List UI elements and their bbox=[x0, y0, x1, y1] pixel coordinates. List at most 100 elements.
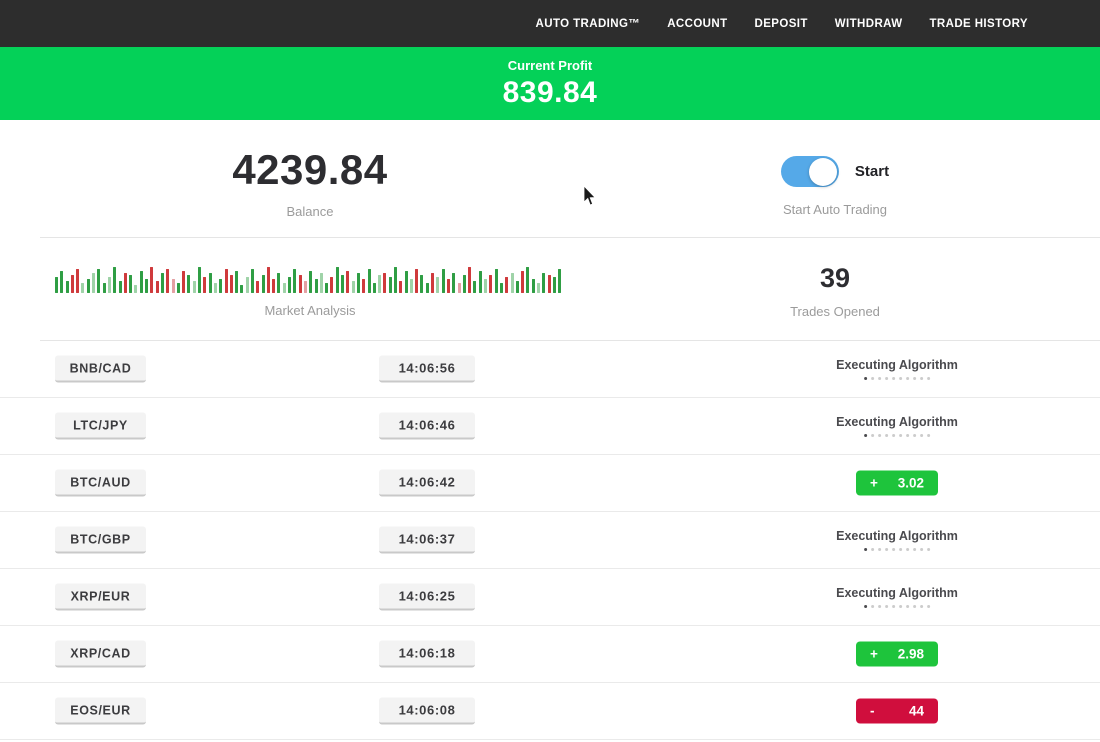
candle-bar bbox=[92, 273, 96, 293]
candle-bar bbox=[494, 269, 498, 293]
balance-value: 4239.84 bbox=[232, 146, 388, 193]
candle-bar bbox=[394, 267, 397, 293]
candle-bar bbox=[160, 273, 164, 293]
executing-label: Executing Algorithm bbox=[836, 415, 958, 429]
candle-bar bbox=[102, 283, 106, 293]
progress-dot bbox=[905, 434, 909, 437]
candle-bar bbox=[139, 271, 143, 293]
candle-bar bbox=[134, 285, 138, 293]
candle-bar bbox=[145, 279, 149, 293]
pair-badge: XRP/CAD bbox=[55, 640, 146, 668]
candle-bar bbox=[293, 269, 297, 293]
progress-dot bbox=[926, 377, 930, 380]
candle-bar bbox=[537, 283, 541, 293]
candle-bar bbox=[542, 273, 546, 293]
candle-bar bbox=[176, 283, 180, 293]
status-sign: - bbox=[870, 703, 875, 719]
pair-badge: BTC/AUD bbox=[55, 469, 146, 497]
candle-bar bbox=[182, 271, 186, 293]
progress-dot bbox=[926, 548, 930, 551]
candle-bar bbox=[187, 275, 191, 293]
nav-item[interactable]: TRADE HISTORY bbox=[929, 17, 1028, 30]
candle-bar bbox=[107, 277, 111, 293]
candle-bar bbox=[245, 277, 249, 293]
status-value: 3.02 bbox=[897, 475, 924, 491]
trades-opened-label: Trades Opened bbox=[790, 304, 880, 319]
candle-bar bbox=[335, 267, 339, 293]
candle-bar bbox=[86, 279, 90, 293]
candle-bar bbox=[261, 275, 265, 293]
executing-label: Executing Algorithm bbox=[836, 529, 958, 543]
candle-bar bbox=[325, 283, 329, 293]
balance-section: 4239.84 Balance Start Start Auto Trading bbox=[0, 120, 1100, 237]
auto-trading-toggle[interactable] bbox=[780, 156, 839, 187]
candle-bar bbox=[171, 279, 175, 293]
auto-trading-label: Start Auto Trading bbox=[782, 202, 888, 217]
candle-bar bbox=[431, 273, 435, 293]
candle-bar bbox=[224, 269, 228, 293]
candle-bar bbox=[462, 275, 466, 293]
market-analysis-chart bbox=[55, 263, 620, 293]
candle-bar bbox=[420, 275, 424, 293]
nav-item[interactable]: WITHDRAW bbox=[834, 17, 903, 30]
balance-label: Balance bbox=[286, 204, 334, 219]
candle-bar bbox=[298, 275, 302, 293]
nav-item[interactable]: AUTO TRADING™ bbox=[535, 17, 641, 30]
section-divider bbox=[40, 237, 1100, 238]
progress-dot bbox=[863, 377, 867, 380]
profit-banner: Current Profit 839.84 bbox=[0, 47, 1100, 120]
progress-dot bbox=[877, 605, 881, 608]
candle-bar bbox=[330, 277, 334, 293]
time-badge: 14:06:25 bbox=[379, 583, 475, 611]
candle-bar bbox=[383, 273, 387, 293]
candle-bar bbox=[473, 281, 477, 293]
candle-bar bbox=[198, 267, 202, 293]
candle-bar bbox=[129, 275, 133, 293]
candle-bar bbox=[155, 281, 159, 293]
pair-badge: XRP/EUR bbox=[55, 583, 146, 611]
candle-bar bbox=[266, 267, 270, 293]
candle-bar bbox=[113, 267, 117, 293]
progress-dot bbox=[912, 434, 916, 437]
candle-bar bbox=[547, 275, 551, 293]
progress-dot bbox=[898, 377, 902, 380]
progress-dot bbox=[870, 605, 874, 608]
nav-item[interactable]: DEPOSIT bbox=[754, 17, 808, 30]
toggle-label: Start bbox=[854, 163, 890, 180]
status-executing: Executing Algorithm bbox=[836, 586, 958, 608]
progress-dot bbox=[919, 548, 923, 551]
progress-dot bbox=[926, 434, 930, 437]
table-row: XRP/EUR 14:06:25 Executing Algorithm bbox=[0, 569, 1100, 626]
candle-bar bbox=[235, 271, 239, 293]
time-badge: 14:06:46 bbox=[379, 412, 475, 440]
candle-bar bbox=[250, 269, 254, 293]
candle-bar bbox=[409, 279, 413, 293]
table-row: XRP/CAD 14:06:18 + 2.98 bbox=[0, 626, 1100, 683]
status-executing: Executing Algorithm bbox=[836, 415, 958, 437]
progress-dot bbox=[877, 548, 881, 551]
progress-dot bbox=[884, 377, 888, 380]
candle-bar bbox=[65, 281, 69, 293]
candle-bar bbox=[319, 273, 323, 293]
candle-bar bbox=[256, 281, 260, 293]
candle-bar bbox=[208, 273, 212, 293]
status-badge: + 2.98 bbox=[856, 641, 938, 667]
candle-bar bbox=[203, 277, 207, 293]
candle-bar bbox=[531, 279, 535, 293]
candle-bar bbox=[81, 283, 85, 293]
candle-bar bbox=[521, 271, 525, 293]
status-executing: Executing Algorithm bbox=[836, 529, 958, 551]
candle-bar bbox=[388, 277, 392, 293]
nav-item[interactable]: ACCOUNT bbox=[667, 17, 728, 30]
progress-dot bbox=[877, 434, 881, 437]
profit-label: Current Profit bbox=[507, 57, 593, 73]
candle-bar bbox=[452, 273, 456, 293]
status-badge: - 44 bbox=[856, 698, 938, 724]
candle-bar bbox=[303, 281, 307, 293]
status-value: 2.98 bbox=[897, 646, 924, 662]
candle-bar bbox=[489, 275, 493, 293]
progress-dot bbox=[898, 434, 902, 437]
progress-dots bbox=[836, 377, 958, 380]
status-value: 44 bbox=[908, 703, 924, 719]
time-badge: 14:06:37 bbox=[379, 526, 475, 554]
